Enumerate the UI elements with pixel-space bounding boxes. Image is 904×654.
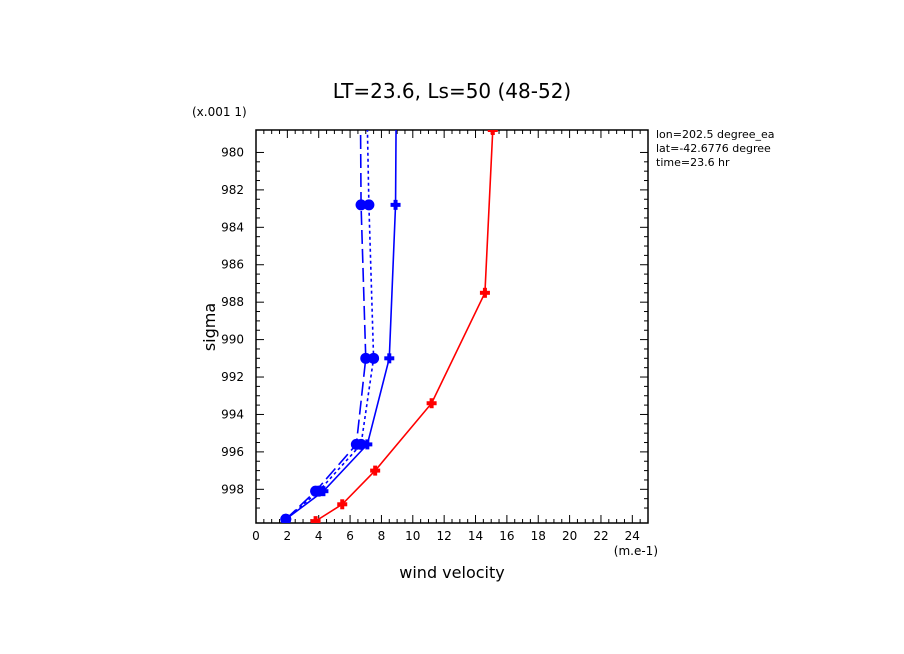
data-point (384, 353, 395, 364)
data-point (368, 352, 380, 364)
data-point (487, 130, 498, 135)
x-axis: 0 2 4 6 8 10 12 14 16 18 20 22 24 (252, 130, 649, 543)
x-tick-label: 8 (378, 529, 386, 543)
x-tick-label: 14 (468, 529, 483, 543)
plot-frame (255, 129, 649, 524)
x-tick-label: 22 (593, 529, 608, 543)
y-tick-label: 986 (221, 258, 244, 272)
data-point (355, 438, 367, 450)
y-tick-label: 982 (221, 183, 244, 197)
data-point (370, 465, 381, 476)
data-point (310, 516, 321, 523)
x-axis-label: wind velocity (399, 563, 504, 582)
data-point (390, 199, 401, 210)
y-scale-label: (x.001 1) (192, 105, 247, 119)
x-tick-label: 12 (437, 529, 452, 543)
y-axis: 980 982 984 986 988 990 992 994 996 998 (221, 145, 648, 509)
y-tick-label: 984 (221, 220, 244, 234)
y-axis-label: sigma (200, 303, 219, 351)
x-tick-label: 24 (625, 529, 640, 543)
y-tick-label: 996 (221, 445, 244, 459)
y-tick-label: 988 (221, 295, 244, 309)
x-tick-label: 6 (346, 529, 354, 543)
y-tick-label: 998 (221, 482, 244, 496)
x-unit-label: (m.e-1) (614, 544, 658, 558)
series-line (285, 130, 367, 520)
series-0 (310, 130, 498, 523)
annotation-time: time=23.6 hr (656, 156, 730, 169)
annotation-lon: lon=202.5 degree_ea (656, 128, 775, 141)
series-line (285, 130, 397, 520)
series-3 (280, 130, 380, 523)
series-layer (280, 130, 498, 523)
x-tick-label: 18 (531, 529, 546, 543)
x-tick-label: 0 (252, 529, 260, 543)
y-tick-label: 992 (221, 370, 244, 384)
series-line (315, 130, 494, 522)
data-point (479, 287, 490, 298)
data-point (360, 352, 372, 364)
y-tick-label: 990 (221, 333, 244, 347)
y-tick-label: 980 (221, 145, 244, 159)
y-tick-label: 994 (221, 407, 244, 421)
data-point (337, 499, 348, 510)
data-point (280, 513, 292, 523)
data-point (355, 199, 367, 211)
x-tick-label: 10 (405, 529, 420, 543)
series-line (285, 130, 375, 520)
x-tick-label: 16 (499, 529, 514, 543)
data-point (363, 199, 375, 211)
data-point (426, 398, 437, 409)
x-tick-label: 4 (315, 529, 323, 543)
x-tick-label: 20 (562, 529, 577, 543)
chart-title: LT=23.6, Ls=50 (48-52) (333, 79, 571, 103)
x-tick-label: 2 (284, 529, 292, 543)
annotation-lat: lat=-42.6776 degree (656, 142, 771, 155)
data-point (313, 485, 325, 497)
